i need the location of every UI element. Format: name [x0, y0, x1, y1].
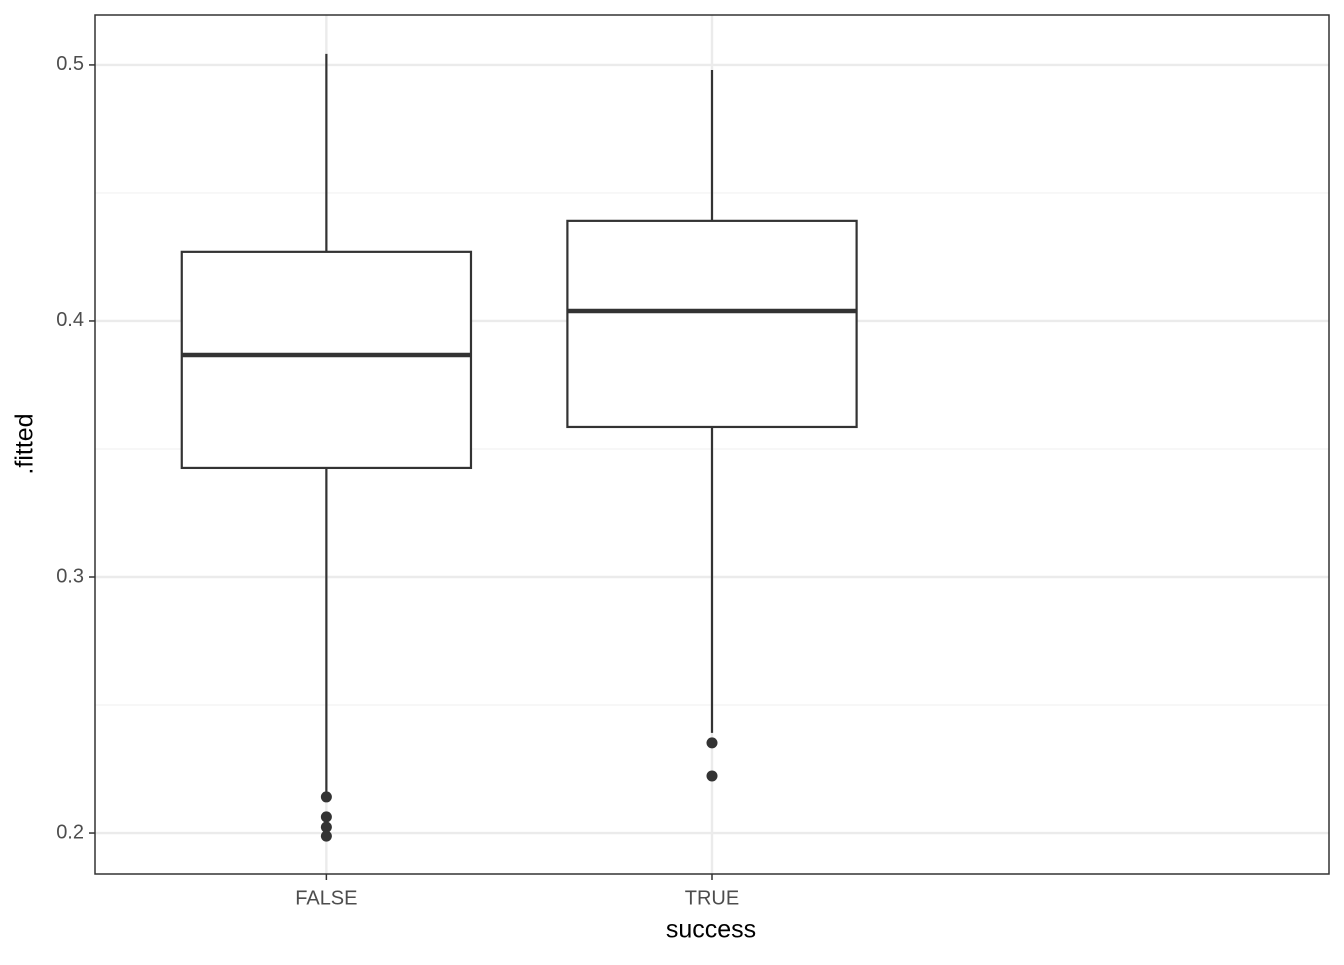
outlier — [706, 770, 718, 782]
y-tick-label: 0.2 — [56, 821, 84, 843]
y-axis-title: .fitted — [11, 413, 39, 474]
x-tick-label: TRUE — [685, 887, 739, 909]
box — [566, 219, 858, 429]
panel-border — [94, 14, 1330, 875]
box — [180, 250, 473, 470]
outlier — [320, 791, 332, 803]
outlier — [320, 811, 332, 823]
outlier — [706, 737, 718, 749]
x-axis-title: success — [666, 916, 756, 944]
outlier — [320, 830, 332, 842]
y-tick-label: 0.5 — [56, 53, 84, 75]
x-tick-label: FALSE — [295, 887, 357, 909]
y-tick-label: 0.3 — [56, 565, 84, 587]
outlier — [320, 821, 332, 833]
y-tick-label: 0.4 — [56, 309, 84, 331]
